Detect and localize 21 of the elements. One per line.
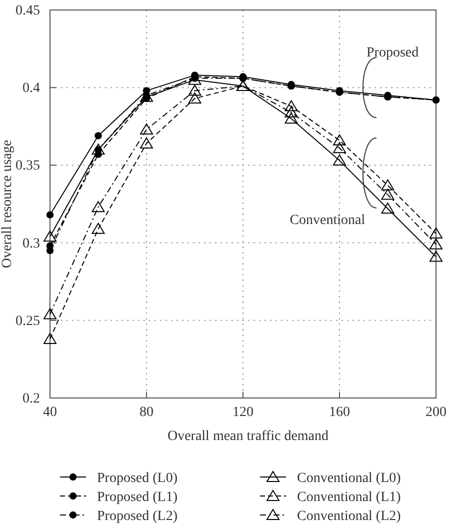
legend-label: Proposed (L0) [97, 471, 178, 486]
legend-label: Proposed (L1) [97, 490, 178, 505]
x-tick-label: 160 [329, 404, 350, 420]
y-tick-label: 0.2 [22, 391, 40, 406]
legend-label: Conventional (L0) [297, 471, 402, 486]
y-tick-label: 0.35 [16, 158, 40, 174]
x-tick-label: 120 [232, 404, 254, 420]
annotation: Proposed [366, 46, 419, 61]
y-axis-title: Overall resource usage [0, 140, 15, 268]
annotation: Conventional [290, 213, 366, 228]
y-tick-label: 0.3 [22, 236, 40, 252]
x-tick-label: 40 [43, 404, 57, 420]
y-tick-label: 0.25 [16, 314, 40, 329]
legend-label: Conventional (L1) [297, 490, 402, 505]
legend-label: Conventional (L2) [297, 509, 402, 524]
x-tick-label: 80 [140, 404, 154, 420]
x-axis-title: Overall mean traffic demand [167, 429, 329, 444]
x-tick-label: 200 [426, 404, 446, 420]
legend-label: Proposed (L2) [97, 509, 178, 524]
y-tick-label: 0.45 [16, 3, 40, 18]
y-tick-label: 0.4 [22, 81, 40, 96]
